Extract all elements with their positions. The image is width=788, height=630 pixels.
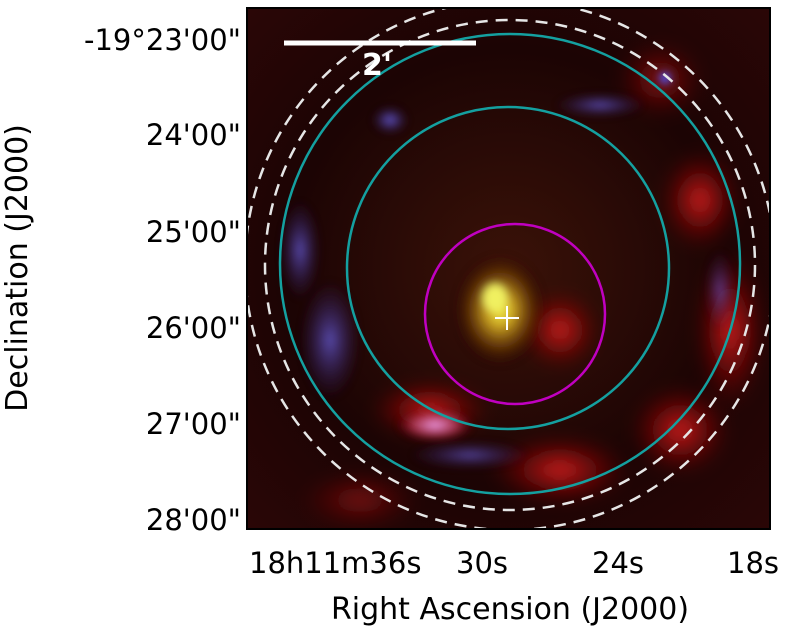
cross-marker-icon <box>495 306 519 330</box>
y-axis-label: Declination (J2000) <box>0 124 35 412</box>
x-tick-label: 18h11m36s <box>249 546 421 580</box>
y-tick-label: 25'00" <box>146 215 241 249</box>
sky-image: 2' <box>247 8 770 529</box>
teal-circle-inner <box>345 105 671 431</box>
image-frame <box>246 7 771 530</box>
x-tick-label: 30s <box>456 546 508 580</box>
outer-dashed-circle-2 <box>263 18 757 512</box>
y-tick-label: -19°23'00" <box>84 23 241 57</box>
y-tick-label: 26'00" <box>146 311 241 345</box>
x-axis-label: Right Ascension (J2000) <box>331 592 689 627</box>
y-tick-label: 27'00" <box>146 407 241 441</box>
y-tick-labels: -19°23'00" 24'00" 25'00" 26'00" 27'00" 2… <box>84 23 241 537</box>
x-tick-label: 18s <box>727 546 779 580</box>
teal-circle-outer <box>278 32 742 496</box>
x-tick-label: 24s <box>592 546 644 580</box>
y-tick-label: 24'00" <box>146 118 241 152</box>
magenta-circle <box>423 222 607 406</box>
x-tick-labels: 18h11m36s 30s 24s 18s <box>249 546 779 580</box>
scale-bar-label: 2' <box>362 48 392 83</box>
y-tick-label: 28'00" <box>146 503 241 537</box>
